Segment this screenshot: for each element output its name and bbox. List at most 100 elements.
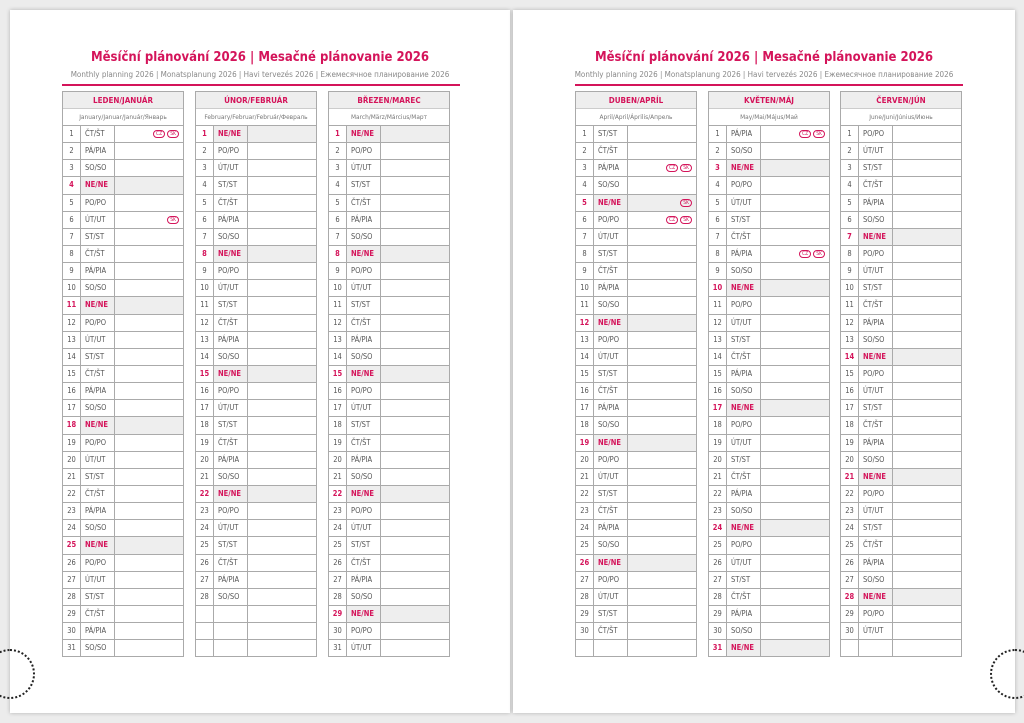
notes-cell[interactable]: [381, 177, 449, 193]
notes-cell[interactable]: [893, 486, 961, 502]
notes-cell[interactable]: [381, 417, 449, 433]
notes-cell[interactable]: [893, 126, 961, 142]
notes-cell[interactable]: [381, 520, 449, 536]
notes-cell[interactable]: [761, 555, 829, 571]
notes-cell[interactable]: [248, 280, 316, 296]
notes-cell[interactable]: [248, 589, 316, 605]
notes-cell[interactable]: [248, 195, 316, 211]
notes-cell[interactable]: [893, 195, 961, 211]
notes-cell[interactable]: [115, 520, 183, 536]
notes-cell[interactable]: [381, 435, 449, 451]
notes-cell[interactable]: [761, 452, 829, 468]
notes-cell[interactable]: [115, 349, 183, 365]
notes-cell[interactable]: [248, 640, 316, 656]
notes-cell[interactable]: [115, 280, 183, 296]
notes-cell[interactable]: [381, 365, 449, 383]
notes-cell[interactable]: [628, 572, 696, 588]
notes-cell[interactable]: [761, 212, 829, 228]
notes-cell[interactable]: [115, 383, 183, 399]
notes-cell[interactable]: [381, 485, 449, 503]
notes-cell[interactable]: [893, 555, 961, 571]
notes-cell[interactable]: [381, 245, 449, 263]
notes-cell[interactable]: [248, 606, 316, 622]
notes-cell[interactable]: [628, 263, 696, 279]
notes-cell[interactable]: [628, 229, 696, 245]
notes-cell[interactable]: [115, 417, 183, 434]
notes-cell[interactable]: [248, 520, 316, 536]
notes-cell[interactable]: [761, 315, 829, 331]
notes-cell[interactable]: [761, 280, 829, 297]
notes-cell[interactable]: [761, 143, 829, 159]
notes-cell[interactable]: [381, 469, 449, 485]
notes-cell[interactable]: [115, 555, 183, 571]
notes-cell[interactable]: [761, 366, 829, 382]
notes-cell[interactable]: [628, 366, 696, 382]
notes-cell[interactable]: [248, 263, 316, 279]
notes-cell[interactable]: [381, 263, 449, 279]
notes-cell[interactable]: [893, 623, 961, 639]
notes-cell[interactable]: [115, 297, 183, 314]
notes-cell[interactable]: [761, 383, 829, 399]
notes-cell[interactable]: [381, 315, 449, 331]
notes-cell[interactable]: [381, 623, 449, 639]
notes-cell[interactable]: [761, 297, 829, 313]
notes-cell[interactable]: [115, 177, 183, 194]
notes-cell[interactable]: CZ SK: [761, 246, 829, 262]
notes-cell[interactable]: [248, 435, 316, 451]
notes-cell[interactable]: [893, 332, 961, 348]
notes-cell[interactable]: [115, 332, 183, 348]
notes-cell[interactable]: [248, 383, 316, 399]
notes-cell[interactable]: [628, 349, 696, 365]
notes-cell[interactable]: [248, 537, 316, 553]
notes-cell[interactable]: [248, 229, 316, 245]
notes-cell[interactable]: [381, 640, 449, 656]
notes-cell[interactable]: [248, 315, 316, 331]
notes-cell[interactable]: [248, 503, 316, 519]
notes-cell[interactable]: [115, 503, 183, 519]
notes-cell[interactable]: [115, 452, 183, 468]
notes-cell[interactable]: [628, 297, 696, 313]
notes-cell[interactable]: [893, 400, 961, 416]
notes-cell[interactable]: [761, 640, 829, 657]
notes-cell[interactable]: [115, 640, 183, 656]
notes-cell[interactable]: [381, 332, 449, 348]
notes-cell[interactable]: [381, 212, 449, 228]
notes-cell[interactable]: [893, 160, 961, 176]
notes-cell[interactable]: [761, 332, 829, 348]
notes-cell[interactable]: [628, 640, 696, 656]
notes-cell[interactable]: CZ SK: [628, 212, 696, 228]
notes-cell[interactable]: [115, 537, 183, 554]
notes-cell[interactable]: [115, 469, 183, 485]
notes-cell[interactable]: [893, 297, 961, 313]
notes-cell[interactable]: [893, 348, 961, 365]
notes-cell[interactable]: [381, 605, 449, 623]
notes-cell[interactable]: [893, 280, 961, 296]
notes-cell[interactable]: [628, 589, 696, 605]
notes-cell[interactable]: [248, 485, 316, 503]
notes-cell[interactable]: [893, 212, 961, 228]
notes-cell[interactable]: [248, 555, 316, 571]
notes-cell[interactable]: [381, 400, 449, 416]
notes-cell[interactable]: [893, 588, 961, 605]
notes-cell[interactable]: [248, 469, 316, 485]
notes-cell[interactable]: [893, 503, 961, 519]
notes-cell[interactable]: [115, 195, 183, 211]
notes-cell[interactable]: [115, 400, 183, 416]
notes-cell[interactable]: [381, 503, 449, 519]
notes-cell[interactable]: [761, 486, 829, 502]
notes-cell[interactable]: [248, 212, 316, 228]
notes-cell[interactable]: [248, 297, 316, 313]
notes-cell[interactable]: [628, 314, 696, 331]
notes-cell[interactable]: [761, 435, 829, 451]
notes-cell[interactable]: [628, 280, 696, 296]
notes-cell[interactable]: [893, 452, 961, 468]
notes-cell[interactable]: [628, 503, 696, 519]
notes-cell[interactable]: [893, 143, 961, 159]
notes-cell[interactable]: [761, 606, 829, 622]
notes-cell[interactable]: [628, 434, 696, 451]
notes-cell[interactable]: [761, 400, 829, 417]
notes-cell[interactable]: [628, 469, 696, 485]
notes-cell[interactable]: [381, 452, 449, 468]
notes-cell[interactable]: [628, 126, 696, 142]
notes-cell[interactable]: [381, 537, 449, 553]
